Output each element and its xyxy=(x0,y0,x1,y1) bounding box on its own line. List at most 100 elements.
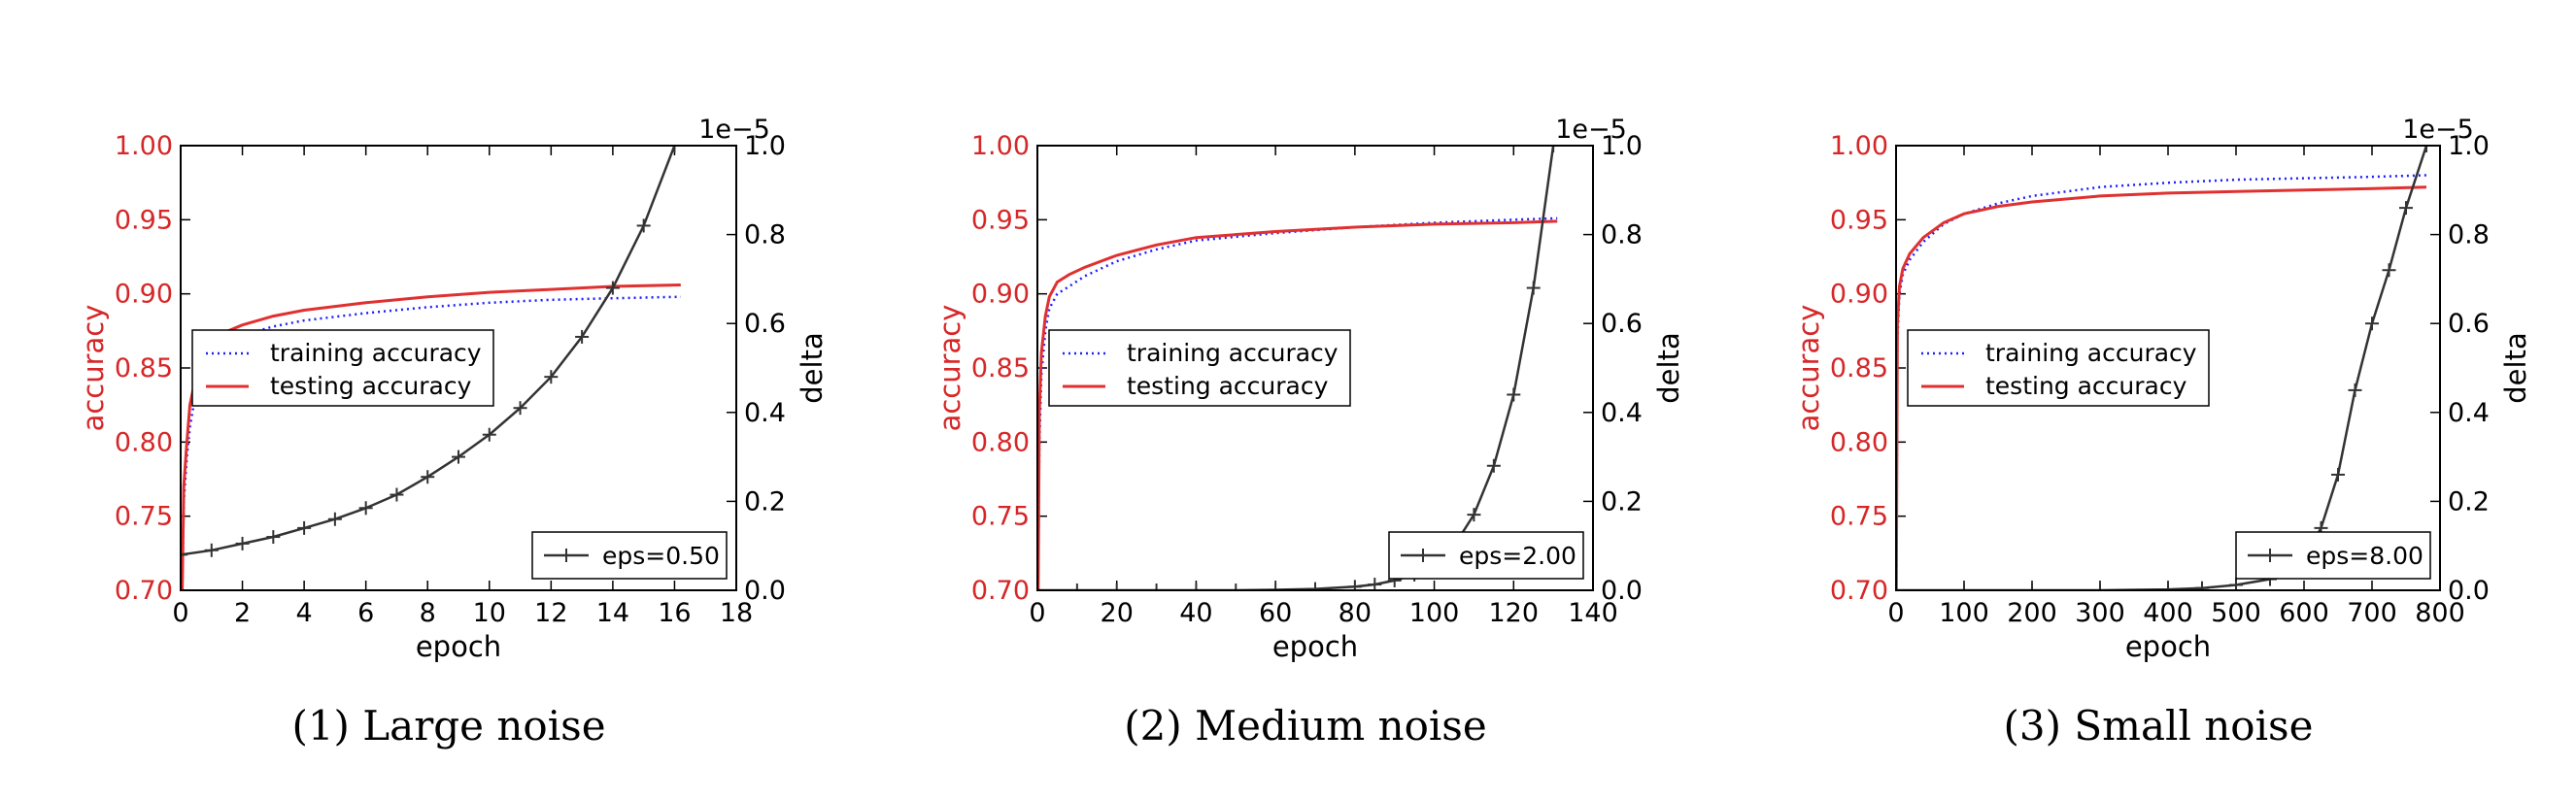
x-tick-label: 40 xyxy=(1179,598,1212,628)
y-right-tick-label: 1.0 xyxy=(744,131,786,161)
legend-entry: training accuracy xyxy=(1127,339,1339,367)
y-left-tick-label: 0.70 xyxy=(1830,576,1888,606)
series-line-testing-accuracy xyxy=(1896,185,2427,590)
x-tick-label: 12 xyxy=(534,598,567,628)
legend-entry: training accuracy xyxy=(1985,339,2197,367)
legend-entry: testing accuracy xyxy=(270,372,472,400)
y-left-tick-label: 0.90 xyxy=(971,280,1030,310)
x-tick-label: 0 xyxy=(1029,598,1045,628)
x-tick-label: 500 xyxy=(2211,598,2261,628)
chart-caption: (2) Medium noise xyxy=(1124,702,1486,750)
y-left-tick-label: 0.80 xyxy=(1830,427,1888,457)
y-left-axis-label: accuracy xyxy=(1792,305,1825,432)
y-right-tick-label: 0.4 xyxy=(1601,398,1643,428)
chart-panel-2: 0 20 40 60 80 100 120 140 0.70 0.75 0.80 0.85 0.90 0.… xyxy=(933,115,1685,750)
x-tick-label: 10 xyxy=(473,598,506,628)
x-axis-label: epoch xyxy=(1272,630,1358,663)
x-tick-label: 16 xyxy=(658,598,691,628)
y-right-tick-label: 0.2 xyxy=(2448,486,2490,517)
y-left-tick-label: 0.95 xyxy=(1830,205,1888,235)
x-tick-label: 300 xyxy=(2075,598,2125,628)
y-left-tick-label: 0.75 xyxy=(115,502,173,532)
y-right-tick-label: 0.8 xyxy=(744,220,786,250)
eps-legend-entry: eps=8.00 xyxy=(2306,542,2423,570)
plot-frame xyxy=(1895,145,2441,591)
x-tick-label: 140 xyxy=(1568,598,1618,628)
chart-caption: (3) Small noise xyxy=(2004,702,2314,750)
y-right-tick-label: 0.8 xyxy=(2448,220,2490,250)
y-right-tick-label: 0.2 xyxy=(744,486,786,517)
y-right-tick-label: 0.8 xyxy=(1601,220,1643,250)
y-right-tick-label: 0.0 xyxy=(1601,576,1643,606)
y-left-tick-label: 0.85 xyxy=(971,353,1030,383)
x-tick-label: 14 xyxy=(596,598,629,628)
y-left-tick-label: 0.95 xyxy=(971,205,1030,235)
x-tick-label: 100 xyxy=(1409,598,1460,628)
x-axis-label: epoch xyxy=(416,630,501,663)
x-tick-label: 6 xyxy=(357,598,374,628)
right-axis-multiplier: 1e−5 xyxy=(2402,115,2474,145)
y-left-tick-label: 0.70 xyxy=(971,576,1030,606)
plot-frame xyxy=(180,145,737,591)
y-left-tick-label: 1.00 xyxy=(115,131,173,161)
y-left-tick-label: 0.70 xyxy=(115,576,173,606)
y-right-tick-label: 0.0 xyxy=(744,576,786,606)
eps-legend-entry: eps=2.00 xyxy=(1459,542,1576,570)
x-tick-label: 0 xyxy=(1887,598,1904,628)
x-tick-label: 700 xyxy=(2347,598,2397,628)
x-tick-label: 600 xyxy=(2279,598,2329,628)
legend-box xyxy=(1907,329,2210,407)
right-axis-multiplier: 1e−5 xyxy=(698,115,770,145)
x-tick-label: 200 xyxy=(2007,598,2057,628)
legend-box xyxy=(191,329,494,407)
y-left-tick-label: 1.00 xyxy=(971,131,1030,161)
series-line-testing-accuracy xyxy=(181,283,681,590)
chart-panel-3: 0 100 200 300 400 500 600 700 800 0.70 0.75 0.80 0.8… xyxy=(1792,115,2532,750)
x-tick-label: 120 xyxy=(1489,598,1540,628)
legend-box xyxy=(1048,329,1351,407)
y-left-tick-label: 0.75 xyxy=(971,502,1030,532)
y-right-tick-label: 0.6 xyxy=(2448,309,2490,339)
series-line-testing-accuracy xyxy=(1037,219,1558,590)
y-right-tick-label: 0.0 xyxy=(2448,576,2490,606)
x-tick-label: 18 xyxy=(720,598,753,628)
y-right-tick-label: 0.6 xyxy=(1601,309,1643,339)
y-left-tick-label: 0.85 xyxy=(1830,353,1888,383)
x-tick-label: 80 xyxy=(1339,598,1372,628)
y-left-tick-label: 0.90 xyxy=(115,280,173,310)
y-left-tick-label: 0.90 xyxy=(1830,280,1888,310)
plot-frame xyxy=(1036,145,1594,591)
legend-entry: testing accuracy xyxy=(1985,372,2187,400)
x-tick-label: 8 xyxy=(420,598,436,628)
x-tick-label: 60 xyxy=(1259,598,1292,628)
right-axis-multiplier: 1e−5 xyxy=(1555,115,1627,145)
eps-legend-box xyxy=(1388,531,1584,580)
y-right-axis-label: delta xyxy=(2499,332,2532,403)
y-left-tick-label: 0.75 xyxy=(1830,502,1888,532)
x-tick-label: 0 xyxy=(172,598,188,628)
y-right-tick-label: 1.0 xyxy=(2448,131,2490,161)
y-left-tick-label: 0.85 xyxy=(115,353,173,383)
y-left-tick-label: 1.00 xyxy=(1830,131,1888,161)
y-right-tick-label: 1.0 xyxy=(1601,131,1643,161)
x-tick-label: 400 xyxy=(2143,598,2193,628)
y-left-tick-label: 0.80 xyxy=(115,427,173,457)
y-left-tick-label: 0.80 xyxy=(971,427,1030,457)
chart-caption: (1) Large noise xyxy=(291,702,605,750)
y-right-tick-label: 0.4 xyxy=(2448,398,2490,428)
y-right-axis-label: delta xyxy=(796,332,829,403)
x-tick-label: 800 xyxy=(2415,598,2465,628)
y-right-axis-label: delta xyxy=(1652,332,1685,403)
eps-legend-entry: eps=0.50 xyxy=(602,542,720,570)
y-left-tick-label: 0.95 xyxy=(115,205,173,235)
x-tick-label: 100 xyxy=(1939,598,1989,628)
legend-entry: testing accuracy xyxy=(1127,372,1329,400)
y-left-axis-label: accuracy xyxy=(933,305,966,432)
x-tick-label: 20 xyxy=(1101,598,1134,628)
y-right-tick-label: 0.6 xyxy=(744,309,786,339)
chart-panel-1: 0 2 4 6 8 10 12 14 16 18 0.70 0.75 0.80 0.85 0.90 0.95 1… xyxy=(77,115,829,750)
x-tick-label: 2 xyxy=(234,598,251,628)
y-left-axis-label: accuracy xyxy=(77,305,110,432)
y-right-tick-label: 0.4 xyxy=(744,398,786,428)
